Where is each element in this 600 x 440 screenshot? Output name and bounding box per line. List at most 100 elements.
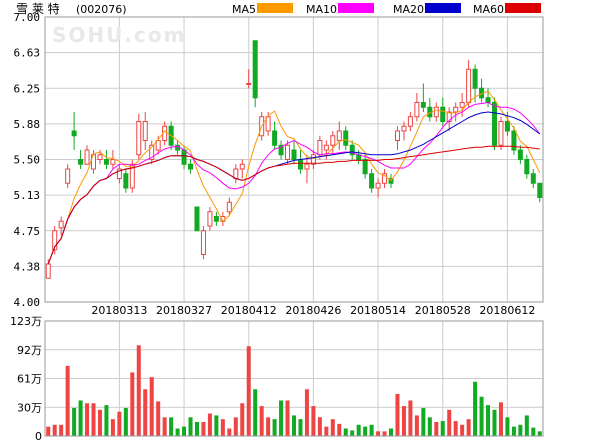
- price-tick-label: 5.88: [14, 118, 41, 131]
- candle-body: [58, 220, 64, 229]
- candle-body: [142, 121, 148, 141]
- candle-body: [317, 140, 323, 156]
- volume-bar: [337, 423, 342, 436]
- candle-body: [246, 83, 252, 85]
- candle-body: [440, 106, 446, 122]
- volume-bar: [188, 417, 193, 436]
- candle-body: [485, 97, 491, 103]
- candle-body: [207, 211, 213, 227]
- volume-bar: [175, 428, 180, 436]
- stock-name: 雪 莱 特: [16, 1, 60, 16]
- volume-bar: [453, 421, 458, 436]
- volume-bar: [511, 426, 516, 436]
- candle-body: [285, 144, 291, 160]
- volume-bar: [130, 372, 135, 436]
- candle-body: [155, 140, 161, 151]
- legend-swatch: [257, 3, 293, 13]
- price-panel-frame: [44, 16, 544, 303]
- candle-body: [472, 68, 478, 89]
- volume-bar: [369, 424, 374, 436]
- candle-body: [272, 130, 278, 146]
- candle-body: [110, 159, 116, 165]
- volume-bar: [492, 409, 497, 436]
- volume-bar: [473, 381, 478, 436]
- candle-body: [239, 163, 245, 170]
- ma60-line: [47, 145, 540, 265]
- candle-body: [453, 106, 459, 113]
- volume-bar: [447, 409, 452, 436]
- volume-bar: [434, 421, 439, 436]
- volume-axis: 123万 92万 61万 30万 0: [10, 315, 42, 440]
- volume-bar: [479, 396, 484, 436]
- volume-bar: [201, 421, 206, 436]
- candle-body: [401, 125, 407, 132]
- candle-body: [252, 40, 258, 99]
- volume-bar: [240, 403, 245, 436]
- volume-bar: [149, 377, 154, 436]
- volume-bar: [304, 389, 309, 436]
- volume-bar: [498, 402, 503, 436]
- candlesticks: [45, 40, 543, 279]
- price-tick-label: 4.75: [14, 225, 41, 238]
- volume-bar: [421, 407, 426, 436]
- volume-bar: [298, 419, 303, 436]
- candle-body: [233, 168, 239, 179]
- candle-body: [291, 149, 297, 160]
- volume-bar: [356, 424, 361, 436]
- candle-body: [407, 116, 413, 127]
- volume-bar: [311, 406, 316, 436]
- candle-body: [78, 159, 84, 165]
- candle-body: [343, 130, 349, 146]
- candle-body: [123, 173, 129, 189]
- volume-bar: [389, 428, 394, 436]
- volume-bar: [78, 400, 83, 436]
- volume-bar: [72, 407, 77, 436]
- volume-bar: [143, 389, 148, 436]
- candle-body: [466, 68, 472, 103]
- candle-body: [226, 201, 232, 213]
- candle-body: [45, 263, 51, 279]
- candle-body: [323, 144, 329, 151]
- volume-bar: [414, 415, 419, 436]
- candle-body: [362, 159, 368, 175]
- volume-bar: [395, 393, 400, 436]
- price-tick-label: 7.00: [14, 11, 41, 24]
- volume-bars: [46, 345, 542, 436]
- candle-body: [213, 216, 219, 222]
- candle-body: [349, 144, 355, 156]
- volume-tick-label: 123万: [10, 315, 42, 328]
- candle-body: [433, 106, 439, 118]
- volume-bar: [207, 413, 212, 436]
- volume-bar: [233, 417, 238, 436]
- volume-bar: [440, 421, 445, 436]
- legend-label: MA60: [473, 3, 504, 16]
- candle-body: [504, 121, 510, 132]
- legend-swatch: [425, 3, 461, 13]
- volume-bar: [285, 400, 290, 436]
- candle-body: [511, 130, 517, 151]
- candle-body: [459, 102, 465, 108]
- watermark: SOHU.com: [52, 23, 186, 47]
- candle-body: [181, 149, 187, 165]
- volume-bar: [524, 415, 529, 436]
- legend-label: MA20: [393, 3, 424, 16]
- candle-body: [103, 159, 109, 165]
- volume-bar: [466, 419, 471, 436]
- date-tick-label: 20180612: [479, 304, 535, 317]
- volume-bar: [408, 400, 413, 436]
- volume-bar: [110, 419, 115, 436]
- volume-bar: [136, 345, 141, 436]
- candle-body: [382, 173, 388, 184]
- volume-bar: [46, 426, 51, 436]
- candle-body: [136, 121, 142, 156]
- price-axis: 7.00 6.63 6.25 5.88 5.50 5.13 4.75 4.38 4.00: [14, 11, 41, 309]
- legend-swatch: [338, 3, 374, 13]
- volume-tick-label: 92万: [17, 344, 42, 357]
- candle-body: [278, 144, 284, 156]
- candle-body: [524, 159, 530, 175]
- candle-body: [129, 163, 135, 189]
- candle-body: [304, 163, 310, 170]
- candle-body: [116, 168, 122, 179]
- price-tick-label: 5.50: [14, 154, 41, 167]
